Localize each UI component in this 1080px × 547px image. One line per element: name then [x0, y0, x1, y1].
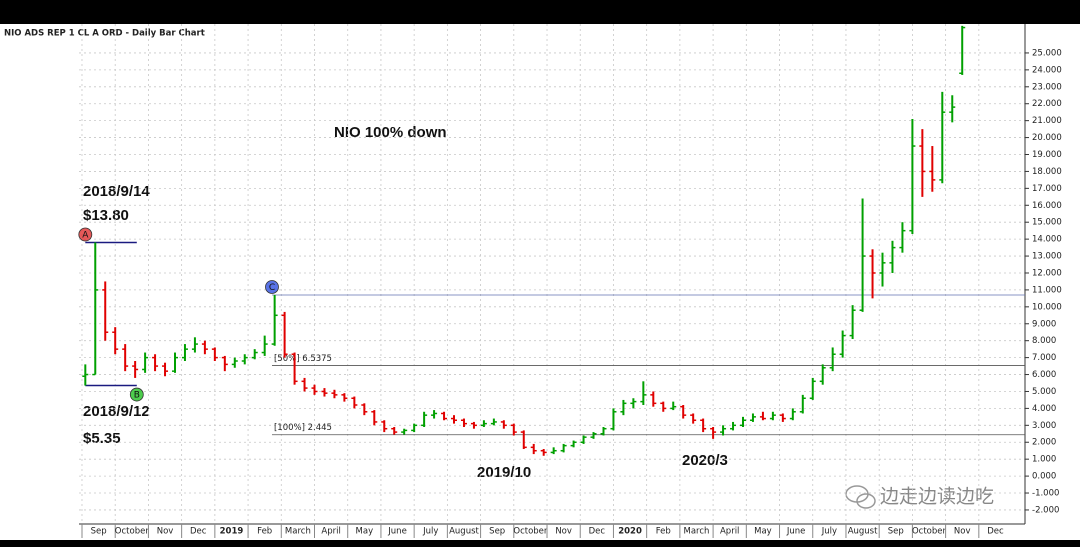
- x-tick-label: Feb: [257, 527, 272, 537]
- x-tick-label: Dec: [589, 527, 606, 537]
- x-tick-label: Nov: [555, 527, 572, 537]
- annotation: $5.35: [83, 430, 121, 447]
- y-tick-label: 10.000: [1032, 302, 1062, 312]
- y-tick-label: 6.000: [1032, 370, 1056, 380]
- x-tick-label: Sep: [489, 527, 505, 537]
- y-tick-label: 14.000: [1032, 235, 1062, 245]
- x-tick-label: 2020: [618, 527, 642, 537]
- y-tick-label: -2.000: [1032, 505, 1059, 515]
- x-tick-label: Sep: [91, 527, 107, 537]
- annotation: 2018/9/14: [83, 183, 150, 200]
- x-tick-label: April: [720, 527, 739, 537]
- point-label: B: [134, 391, 140, 401]
- point-label: C: [269, 283, 275, 293]
- annotation: 2019/10: [477, 464, 531, 481]
- y-tick-label: 1.000: [1032, 455, 1056, 465]
- annotation: NIO 100% down: [334, 124, 447, 141]
- x-tick-label: Feb: [656, 527, 671, 537]
- x-tick-label: May: [754, 527, 772, 537]
- y-tick-label: 18.000: [1032, 167, 1062, 177]
- y-tick-label: 7.000: [1032, 353, 1056, 363]
- x-tick-label: Dec: [190, 527, 207, 537]
- x-tick-label: Dec: [987, 527, 1004, 537]
- y-tick-label: 19.000: [1032, 150, 1062, 160]
- y-tick-label: 0.000: [1032, 472, 1056, 482]
- x-tick-label: August: [848, 527, 878, 537]
- x-tick-label: August: [449, 527, 479, 537]
- x-tick-label: 2019: [220, 527, 244, 537]
- y-tick-label: 4.000: [1032, 404, 1056, 414]
- fib-label: [50%] 6.5375: [274, 354, 332, 364]
- x-tick-label: March: [285, 527, 311, 537]
- watermark: 边走边读边吃: [880, 486, 994, 508]
- x-tick-label: Nov: [954, 527, 971, 537]
- x-tick-label: June: [786, 527, 806, 537]
- y-tick-label: 20.000: [1032, 133, 1062, 143]
- x-tick-label: May: [356, 527, 374, 537]
- y-tick-label: 11.000: [1032, 285, 1062, 295]
- x-tick-label: Sep: [888, 527, 904, 537]
- y-tick-label: -1.000: [1032, 489, 1059, 499]
- fib-label: [100%] 2.445: [274, 423, 332, 433]
- y-tick-label: 2.000: [1032, 438, 1056, 448]
- x-tick-label: Nov: [157, 527, 174, 537]
- y-tick-label: 5.000: [1032, 387, 1056, 397]
- x-tick-label: July: [422, 527, 438, 537]
- y-tick-label: 21.000: [1032, 116, 1062, 126]
- y-tick-label: 24.000: [1032, 65, 1062, 75]
- x-tick-label: October: [912, 527, 947, 537]
- point-marker: [78, 227, 93, 242]
- annotation: 2018/9/12: [83, 403, 150, 420]
- point-marker: [265, 280, 279, 294]
- x-tick-label: October: [115, 527, 150, 537]
- chart-area: [0, 24, 1080, 540]
- y-tick-label: 15.000: [1032, 218, 1062, 228]
- y-tick-label: 8.000: [1032, 336, 1056, 346]
- point-label: A: [82, 231, 89, 241]
- annotation: 2020/3: [682, 452, 728, 469]
- y-tick-label: 12.000: [1032, 268, 1062, 278]
- y-tick-label: 3.000: [1032, 421, 1056, 431]
- annotation: $13.80: [83, 207, 129, 224]
- x-tick-label: June: [387, 527, 407, 537]
- chart-title: NIO ADS REP 1 CL A ORD - Daily Bar Chart: [4, 29, 205, 39]
- x-tick-label: July: [821, 527, 837, 537]
- y-tick-label: 25.000: [1032, 48, 1062, 58]
- y-tick-label: 13.000: [1032, 252, 1062, 262]
- y-tick-label: 17.000: [1032, 184, 1062, 194]
- y-tick-label: 23.000: [1032, 82, 1062, 92]
- y-tick-label: 9.000: [1032, 319, 1056, 329]
- x-tick-label: October: [513, 527, 548, 537]
- y-tick-label: 22.000: [1032, 99, 1062, 109]
- y-tick-label: 16.000: [1032, 201, 1062, 211]
- x-tick-label: March: [684, 527, 710, 537]
- point-marker: [129, 387, 144, 402]
- x-tick-label: April: [321, 527, 340, 537]
